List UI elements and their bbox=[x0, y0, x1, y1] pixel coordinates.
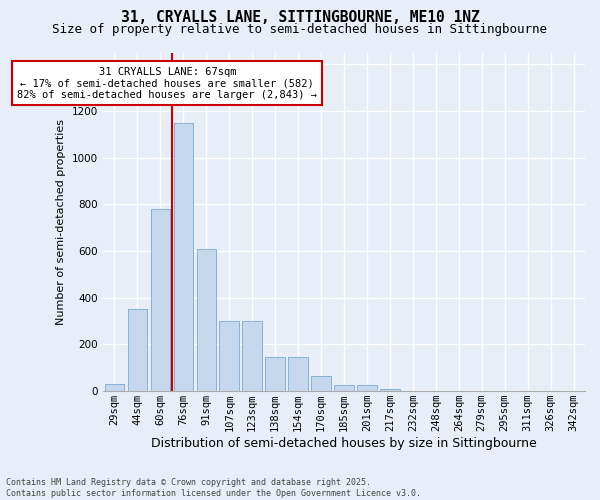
X-axis label: Distribution of semi-detached houses by size in Sittingbourne: Distribution of semi-detached houses by … bbox=[151, 437, 537, 450]
Text: 31 CRYALLS LANE: 67sqm
← 17% of semi-detached houses are smaller (582)
82% of se: 31 CRYALLS LANE: 67sqm ← 17% of semi-det… bbox=[17, 66, 317, 100]
Bar bbox=[105, 384, 124, 391]
Bar bbox=[173, 122, 193, 391]
Bar bbox=[311, 376, 331, 391]
Text: 31, CRYALLS LANE, SITTINGBOURNE, ME10 1NZ: 31, CRYALLS LANE, SITTINGBOURNE, ME10 1N… bbox=[121, 10, 479, 25]
Bar bbox=[197, 248, 216, 391]
Bar bbox=[289, 358, 308, 391]
Bar bbox=[242, 321, 262, 391]
Text: Contains HM Land Registry data © Crown copyright and database right 2025.
Contai: Contains HM Land Registry data © Crown c… bbox=[6, 478, 421, 498]
Y-axis label: Number of semi-detached properties: Number of semi-detached properties bbox=[56, 119, 67, 325]
Bar bbox=[357, 386, 377, 391]
Bar bbox=[220, 321, 239, 391]
Bar bbox=[151, 209, 170, 391]
Bar bbox=[334, 386, 354, 391]
Bar bbox=[128, 310, 147, 391]
Bar bbox=[380, 389, 400, 391]
Text: Size of property relative to semi-detached houses in Sittingbourne: Size of property relative to semi-detach… bbox=[53, 22, 548, 36]
Bar bbox=[265, 358, 285, 391]
